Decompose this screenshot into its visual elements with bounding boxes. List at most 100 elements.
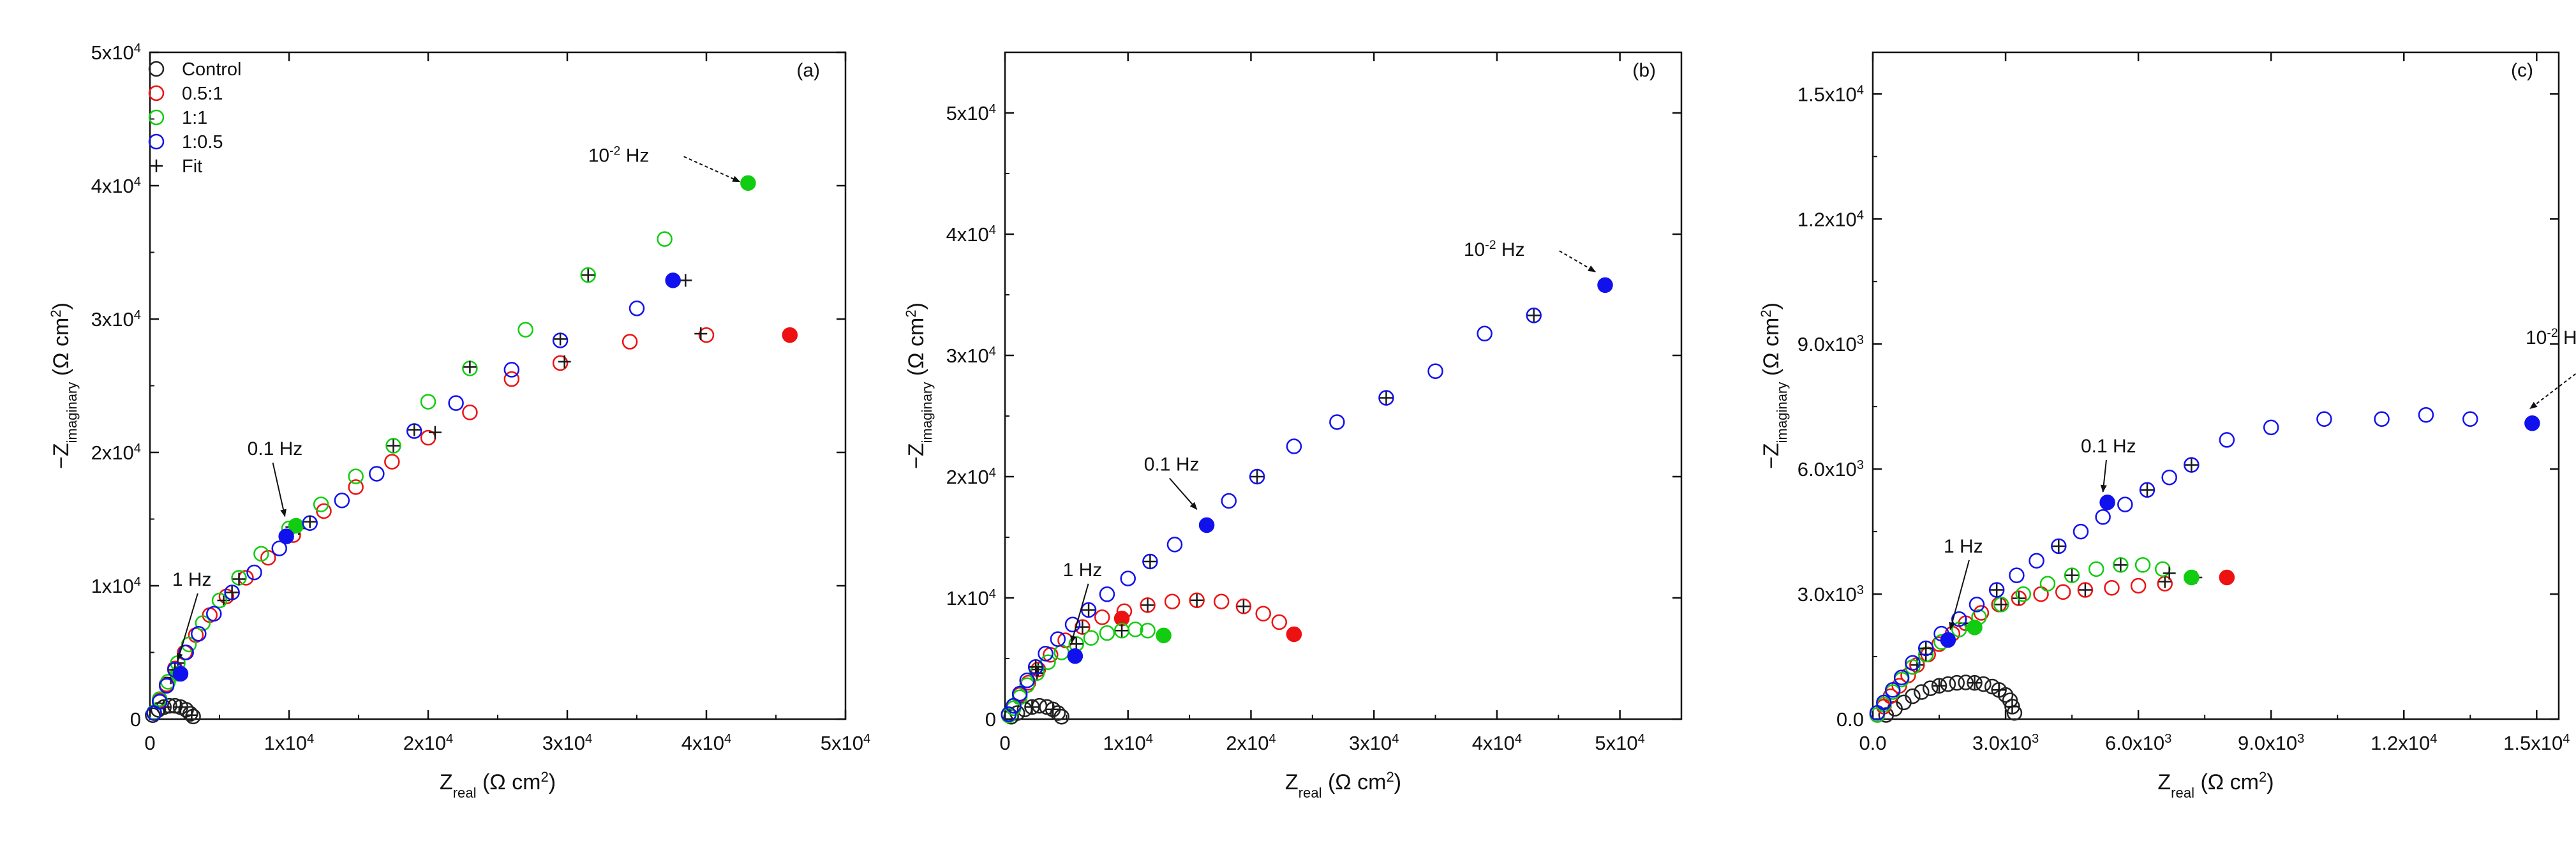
fit-point: [558, 355, 571, 368]
data-point: [2118, 498, 2132, 512]
y-tick-label: 9.0x103: [1798, 333, 1864, 355]
x-tick-label: 1.2x104: [2371, 732, 2437, 754]
data-point: [2131, 579, 2145, 593]
plot-frame: [1873, 52, 2559, 719]
x-tick-label: 1x104: [1103, 732, 1153, 754]
data-point: [1165, 595, 1179, 609]
x-tick-label: 5x104: [821, 732, 870, 754]
frequency-marker-point: [2101, 495, 2115, 509]
series-1-0-5: [147, 273, 692, 720]
fit-point: [694, 327, 707, 340]
frequency-annotation: 10-2 Hz: [588, 144, 650, 166]
legend-label: Control: [182, 59, 242, 80]
frequency-marker-point: [741, 176, 755, 190]
data-point: [658, 232, 672, 246]
data-point: [1914, 685, 1928, 699]
x-tick-label: 4x104: [681, 732, 731, 754]
legend-label: 1:0.5: [182, 132, 223, 153]
y-axis-label: −Zimaginary (Ω cm2): [48, 302, 80, 469]
legend-marker: [149, 86, 163, 100]
plot-frame: [1005, 52, 1681, 719]
series-1-1: [147, 176, 756, 720]
frequency-marker-point: [2525, 416, 2539, 430]
x-tick-label: 9.0x103: [2238, 732, 2304, 754]
x-tick-label: 1.5x104: [2503, 732, 2570, 754]
y-axis-label: −Zimaginary (Ω cm2): [903, 302, 935, 469]
data-point: [1168, 537, 1182, 551]
fit-point: [429, 426, 442, 439]
data-point: [2375, 412, 2389, 426]
series-0-5-1: [147, 327, 797, 720]
data-point: [2264, 420, 2278, 435]
y-tick-label: 1.2x104: [1798, 208, 1864, 230]
legend-marker: [149, 135, 163, 149]
y-tick-label: 2x104: [946, 466, 996, 488]
frequency-annotation: 0.1 Hz: [2081, 436, 2136, 457]
data-point: [1478, 327, 1492, 341]
data-point: [1084, 631, 1098, 645]
y-tick-label: 3x104: [946, 345, 996, 367]
frequency-marker-point: [1200, 518, 1214, 532]
x-tick-label: 0.0: [1859, 732, 1886, 754]
data-point: [1330, 415, 1344, 429]
frequency-annotation: 1 Hz: [172, 569, 212, 590]
data-point: [2317, 412, 2331, 426]
data-point: [385, 455, 399, 469]
y-tick-label: 4x104: [946, 223, 996, 246]
data-point: [2136, 558, 2150, 572]
data-point: [1214, 595, 1228, 609]
x-tick-label: 0: [999, 732, 1010, 754]
data-point: [463, 405, 477, 419]
fit-point: [679, 274, 692, 287]
x-tick-label: 4x104: [1472, 732, 1522, 754]
y-axis-label: −Zimaginary (Ω cm2): [1758, 302, 1790, 469]
x-tick-label: 0: [144, 732, 155, 754]
data-point: [349, 470, 363, 484]
legend-label: Fit: [182, 156, 202, 177]
series-control: [1879, 676, 2021, 722]
data-point: [1923, 681, 1937, 696]
data-point: [2220, 433, 2234, 447]
data-point: [421, 395, 435, 409]
x-tick-label: 2x104: [403, 732, 453, 754]
frequency-marker-point: [1598, 278, 1612, 292]
data-point: [335, 493, 349, 507]
data-point: [2009, 569, 2023, 583]
panel-label: (b): [1632, 60, 1656, 81]
panel-label: (c): [2511, 60, 2533, 81]
data-point: [2089, 562, 2103, 576]
y-tick-label: 2x104: [91, 442, 141, 464]
x-tick-label: 3x104: [542, 732, 592, 754]
data-point: [2034, 587, 2048, 601]
annotation-arrow: [1170, 479, 1197, 510]
series-1-0-5: [1002, 278, 1612, 722]
frequency-annotation: 10-2 Hz: [2526, 326, 2576, 348]
frequency-marker-point: [1287, 627, 1301, 641]
data-point: [2096, 510, 2110, 524]
frequency-annotation: 0.1 Hz: [1144, 454, 1200, 475]
data-point: [623, 335, 637, 349]
data-point: [2030, 554, 2044, 568]
frequency-marker-point: [1968, 620, 1982, 634]
frequency-annotation: 10-2 Hz: [1464, 238, 1525, 260]
x-tick-label: 5x104: [1595, 732, 1644, 754]
frequency-marker-point: [783, 328, 797, 342]
y-tick-label: 0.0: [1836, 708, 1864, 731]
data-point: [1222, 494, 1236, 508]
data-point: [1100, 587, 1114, 601]
annotation-arrow: [2103, 460, 2106, 492]
legend-marker: [149, 110, 163, 124]
data-point: [1100, 626, 1114, 640]
legend-marker-fit: [150, 160, 163, 172]
data-point: [1287, 440, 1301, 454]
data-point: [1272, 615, 1286, 629]
data-point: [1013, 687, 1027, 701]
data-point: [369, 466, 383, 480]
data-point: [2463, 412, 2477, 426]
data-point: [1256, 607, 1270, 621]
y-tick-label: 5x104: [946, 102, 996, 124]
data-point: [1039, 646, 1053, 660]
